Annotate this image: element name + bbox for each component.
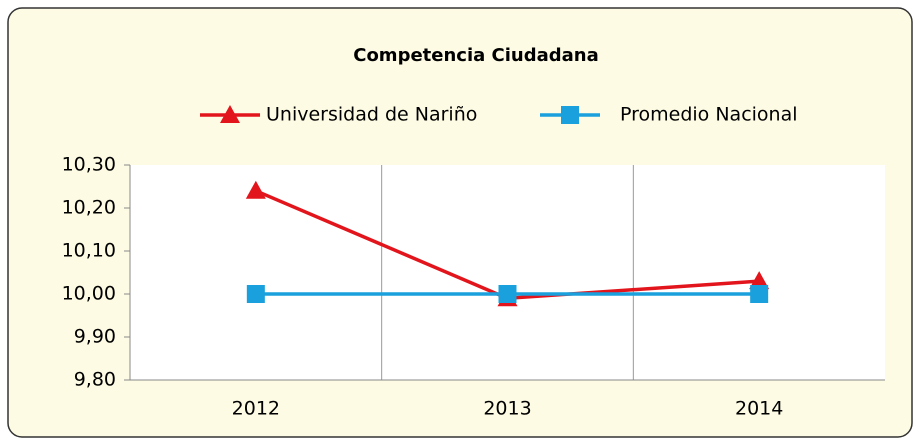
plot-area: [130, 165, 885, 380]
point: [245, 180, 266, 199]
point: [498, 285, 517, 303]
legend-label: Promedio Nacional: [620, 104, 798, 126]
point: [246, 285, 265, 303]
chart-title: Competencia Ciudadana: [353, 45, 599, 66]
point: [749, 271, 770, 290]
point: [750, 285, 769, 303]
y-tick-label: 10,10: [62, 240, 116, 262]
legend-marker: [220, 105, 240, 123]
y-tick-label: 9,90: [74, 326, 116, 348]
y-tick-label: 10,00: [62, 283, 116, 305]
x-tick-label: 2013: [483, 398, 531, 420]
x-tick-label: 2012: [232, 398, 280, 420]
x-tick-label: 2014: [735, 398, 783, 420]
y-tick-label: 9,80: [74, 369, 116, 391]
y-tick-label: 10,30: [62, 154, 116, 176]
y-tick-label: 10,20: [62, 197, 116, 219]
legend-marker: [561, 106, 579, 124]
legend-label: Universidad de Nariño: [266, 104, 477, 126]
